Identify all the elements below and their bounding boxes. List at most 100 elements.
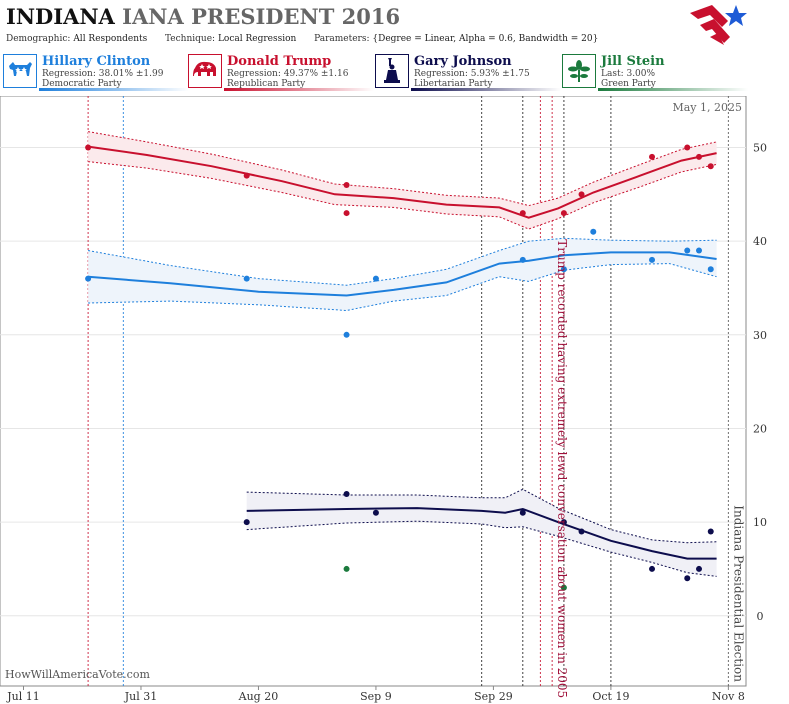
legend-name-clinton: Hillary Clinton — [42, 54, 151, 69]
x-tick-label: Jul 11 — [6, 690, 40, 703]
x-tick-label: Oct 19 — [592, 690, 629, 703]
elephant-icon — [188, 54, 222, 88]
demographic-label: Demographic: — [6, 34, 71, 44]
upper-bound-trump — [88, 131, 717, 207]
legend-item-trump[interactable]: Donald Trump Regression: 49.37% ±1.16 Re… — [188, 52, 374, 92]
regression-line-clinton — [88, 251, 717, 297]
poll-point-johnson — [343, 491, 350, 498]
y-axis-ticks: 0 10 20 30 40 50 — [753, 142, 767, 623]
title-state: INDIANA — [6, 4, 115, 29]
technique-label: Technique: — [165, 34, 216, 44]
parameters-value: {Degree = Linear, Alpha = 0.6, Bandwidth… — [372, 34, 599, 44]
poll-chart: Trump recorded having extremely lewd con… — [0, 96, 767, 703]
annotation-event: Trump recorded having extremely lewd con… — [555, 239, 569, 698]
poll-point-clinton — [372, 275, 379, 282]
poll-point-trump — [684, 144, 691, 151]
x-tick-label: Aug 20 — [238, 690, 279, 703]
legend-bar-clinton — [39, 88, 189, 91]
confidence-band-trump — [88, 131, 717, 229]
legend-stat-trump: Regression: 49.37% ±1.16 — [227, 69, 349, 79]
poll-point-trump — [343, 181, 350, 188]
annotation-election: Indiana Presidential Election — [731, 505, 745, 682]
event-annotations: Trump recorded having extremely lewd con… — [555, 239, 745, 698]
lower-bound-trump — [88, 161, 717, 230]
x-tick-label: Nov 8 — [712, 690, 745, 703]
title-rest: IANA PRESIDENT 2016 — [122, 4, 401, 29]
technique-value: Local Regression — [217, 34, 297, 44]
chart-header: INDIANA IANA PRESIDENT 2016 Demographic:… — [0, 0, 789, 48]
confidence-band-johnson — [246, 489, 717, 577]
candidate-legend: Hillary Clinton Regression: 38.01% ±1.99… — [0, 52, 789, 94]
chart-date-label: May 1, 2025 — [672, 101, 742, 114]
poll-point-clinton — [243, 275, 250, 282]
legend-item-johnson[interactable]: Gary Johnson Regression: 5.93% ±1.75 Lib… — [375, 52, 561, 92]
poll-point-clinton — [519, 256, 526, 263]
y-tick-label: 0 — [757, 610, 764, 623]
poll-point-clinton — [707, 266, 714, 273]
y-tick-label: 50 — [753, 142, 767, 155]
regression-lines — [87, 145, 717, 560]
poll-point-clinton — [85, 275, 92, 282]
donkey-icon — [3, 54, 37, 88]
howwillamericavote-logo-icon[interactable] — [690, 3, 748, 47]
y-tick-label: 10 — [753, 516, 767, 529]
poll-point-stein — [343, 565, 350, 572]
poll-point-stein — [560, 584, 567, 591]
poll-point-trump — [649, 153, 656, 160]
regression-line-johnson — [246, 507, 717, 560]
poll-point-johnson — [519, 509, 526, 516]
poll-point-clinton — [696, 247, 703, 254]
legend-name-stein: Jill Stein — [601, 54, 665, 69]
x-tick-label: Sep 9 — [360, 690, 392, 703]
legend-party-trump: Republican Party — [227, 79, 306, 89]
demographic-value: All Respondents — [73, 34, 148, 44]
poll-point-clinton — [590, 228, 597, 235]
legend-party-clinton: Democratic Party — [42, 79, 122, 89]
regression-line-trump — [87, 145, 717, 219]
legend-name-johnson: Gary Johnson — [414, 54, 512, 69]
poll-point-johnson — [707, 528, 714, 535]
poll-point-trump — [519, 210, 526, 217]
legend-item-clinton[interactable]: Hillary Clinton Regression: 38.01% ±1.99… — [3, 52, 189, 92]
poll-point-johnson — [578, 528, 585, 535]
poll-point-johnson — [243, 519, 250, 526]
parameters-line: Demographic: All Respondents Technique: … — [6, 34, 598, 44]
watermark: HowWillAmericaVote.com — [5, 668, 150, 681]
poll-point-trump — [243, 172, 250, 179]
poll-point-clinton — [684, 247, 691, 254]
poll-point-clinton — [560, 266, 567, 273]
poll-point-trump — [707, 163, 714, 170]
poll-point-trump — [85, 144, 92, 151]
x-tick-label: Sep 29 — [474, 690, 513, 703]
flower-icon — [562, 54, 596, 88]
legend-item-stein[interactable]: Jill Stein Last: 3.00% Green Party — [562, 52, 748, 92]
confidence-band-clinton — [88, 238, 717, 311]
legend-bar-johnson — [411, 88, 561, 91]
plot-frame — [0, 96, 747, 687]
legend-party-stein: Green Party — [601, 79, 656, 89]
lower-bound-johnson — [246, 520, 717, 577]
poll-point-trump — [343, 210, 350, 217]
poll-point-johnson — [684, 575, 691, 582]
poll-point-johnson — [560, 519, 567, 526]
poll-point-trump — [696, 153, 703, 160]
poll-point-trump — [578, 191, 585, 198]
y-tick-label: 40 — [753, 235, 767, 248]
upper-bound-clinton — [88, 237, 717, 286]
poll-point-clinton — [649, 256, 656, 263]
y-tick-label: 20 — [753, 422, 767, 435]
upper-bound-johnson — [246, 488, 717, 544]
chart-title: INDIANA IANA PRESIDENT 2016 — [6, 4, 400, 29]
legend-party-johnson: Libertarian Party — [414, 79, 493, 89]
legend-stat-johnson: Regression: 5.93% ±1.75 — [414, 69, 530, 79]
poll-point-clinton — [343, 331, 350, 338]
legend-name-trump: Donald Trump — [227, 54, 332, 69]
poll-point-johnson — [649, 565, 656, 572]
legend-stat-clinton: Regression: 38.01% ±1.99 — [42, 69, 164, 79]
x-axis-ticks: Jul 11 Jul 31 Aug 20 Sep 9 Sep 29 Oct 19 Nov 8 — [6, 686, 745, 703]
poll-point-johnson — [372, 509, 379, 516]
legend-bar-trump — [224, 88, 374, 91]
poll-points — [85, 144, 714, 591]
poll-point-johnson — [696, 565, 703, 572]
parameters-label: Parameters: — [314, 34, 370, 44]
